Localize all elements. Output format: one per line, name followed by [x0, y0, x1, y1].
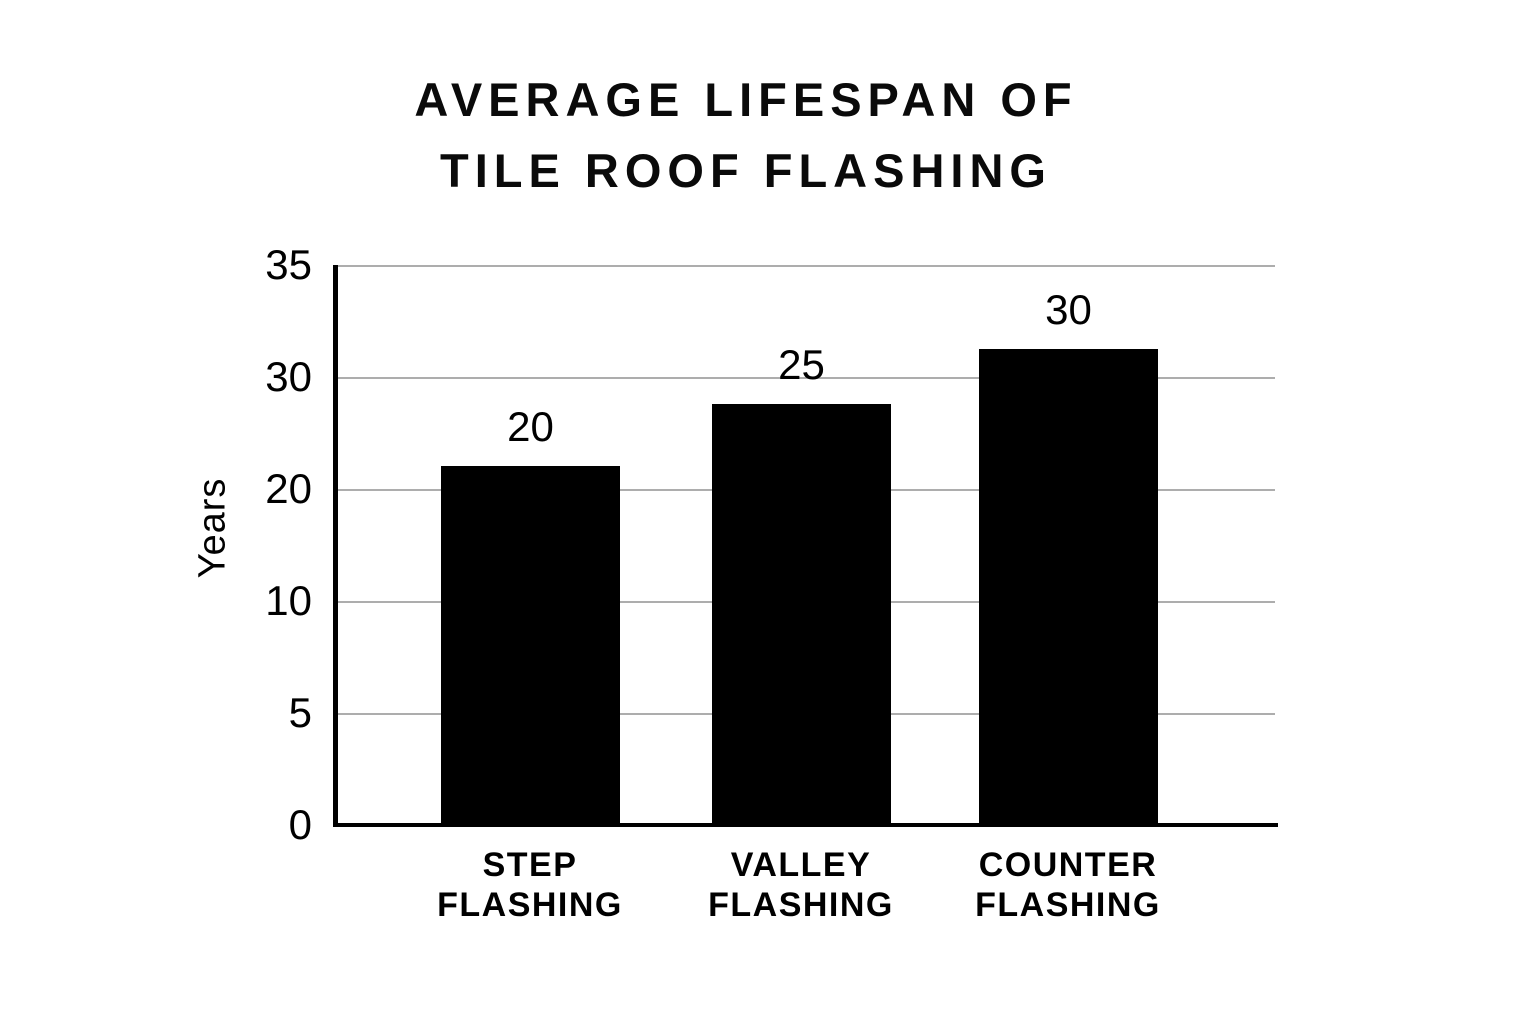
category-label: STEP FLASHING [437, 845, 623, 925]
category-label: COUNTER FLASHING [975, 845, 1161, 925]
chart-title: AVERAGE LIFESPAN OF TILE ROOF FLASHING [414, 64, 1077, 206]
y-tick-label: 35 [265, 241, 312, 288]
chart-title-line1: AVERAGE LIFESPAN OF [414, 73, 1078, 126]
x-axis-line [333, 823, 1278, 827]
chart-title-line2: TILE ROOF FLASHING [440, 144, 1052, 197]
category-label: VALLEY FLASHING [708, 845, 894, 925]
category-label-line: FLASHING [708, 886, 894, 924]
y-axis-line [333, 265, 338, 825]
bar-valley-flashing [712, 404, 891, 825]
category-label-line: VALLEY [730, 846, 872, 884]
bar-step-flashing [441, 466, 620, 825]
category-label-line: FLASHING [437, 886, 623, 924]
y-tick-label: 5 [288, 689, 312, 736]
y-tick-label: 30 [265, 353, 312, 400]
category-label-line: FLASHING [975, 886, 1161, 924]
bar-value-label: 20 [507, 403, 554, 450]
bar-value-label: 30 [1045, 286, 1092, 333]
y-tick-label: 0 [288, 801, 312, 848]
bar-counter-flashing [979, 349, 1158, 825]
category-label-line: STEP [482, 846, 578, 884]
gridline [333, 377, 1275, 379]
y-tick-label: 10 [265, 577, 312, 624]
bar-value-label: 25 [778, 341, 825, 388]
plot-area: 20 25 30 [333, 265, 1278, 827]
gridline [333, 265, 1275, 267]
y-tick-label: 20 [265, 465, 312, 512]
category-label-line: COUNTER [978, 846, 1158, 884]
